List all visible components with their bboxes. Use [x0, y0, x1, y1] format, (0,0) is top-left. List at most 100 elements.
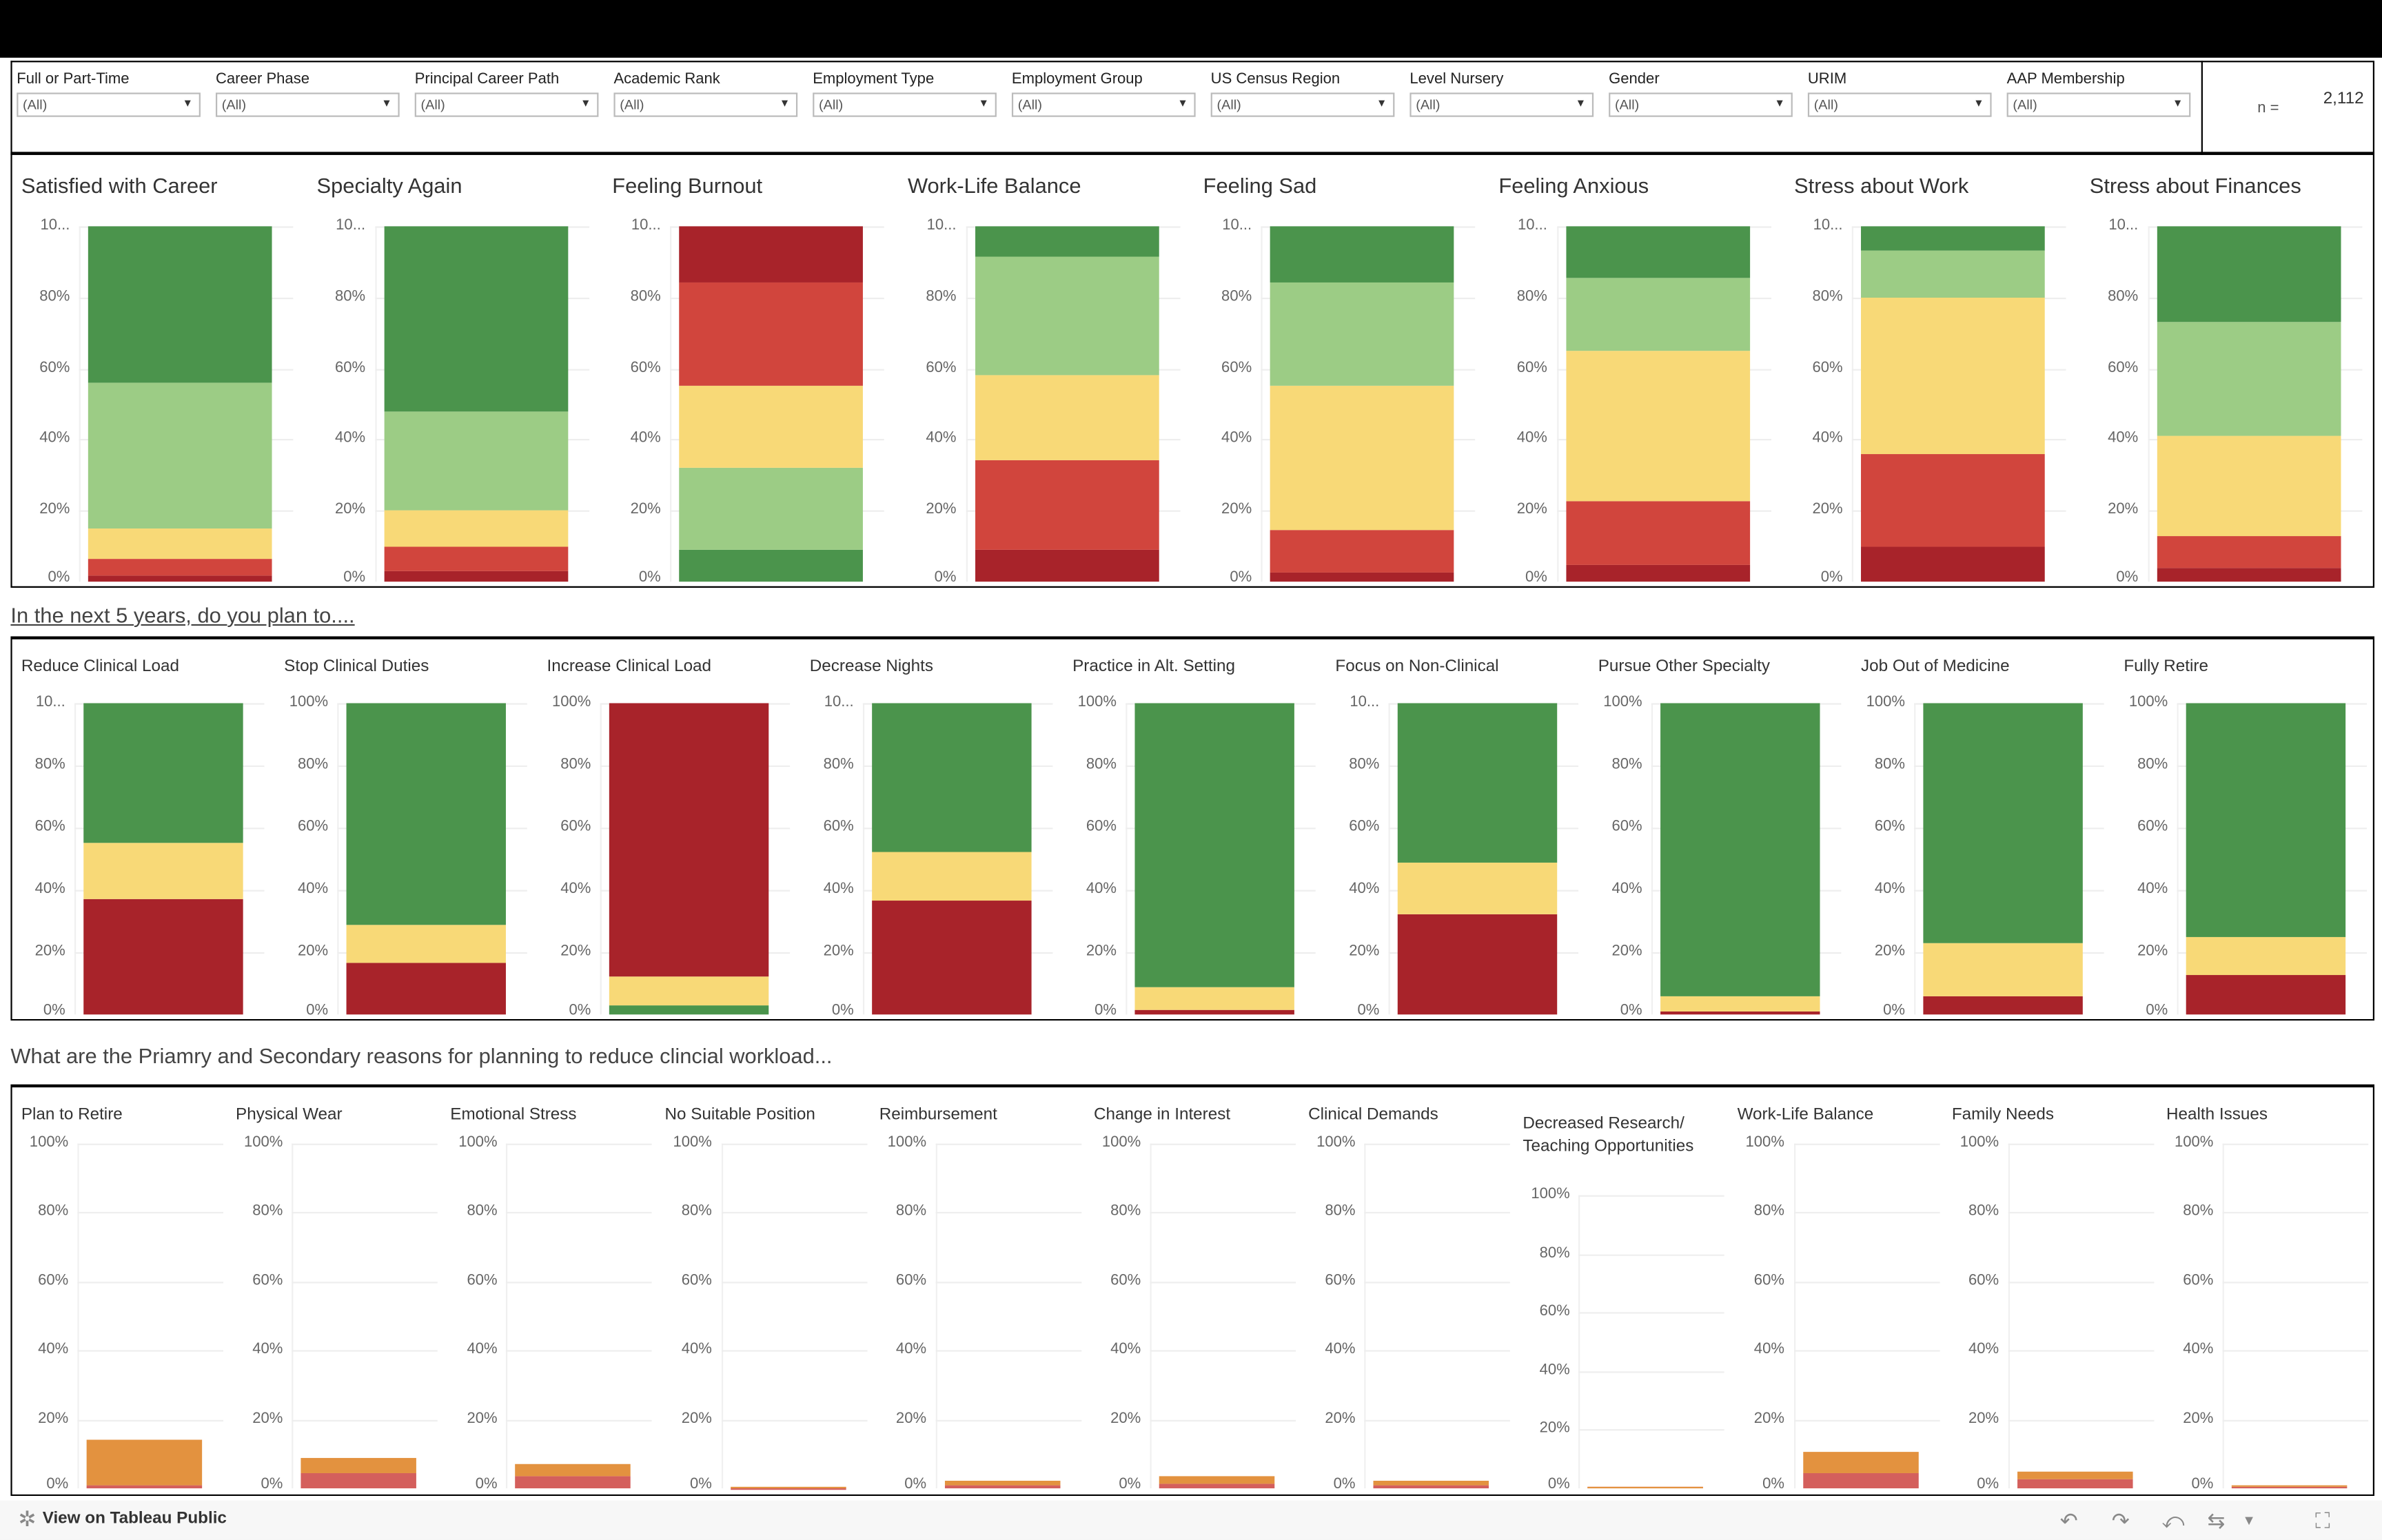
- bar-segment-green: [1270, 226, 1454, 283]
- gridline: [1793, 1144, 1940, 1145]
- filter-label: Gender: [1609, 72, 1793, 88]
- bar-segment-dark-red: [1134, 1010, 1294, 1015]
- gridline: [292, 1144, 438, 1145]
- bar-segment-red: [1861, 453, 2045, 546]
- bar-segment-yellow: [1660, 996, 1820, 1012]
- y-tick-label: 10...: [1502, 217, 1547, 234]
- y-axis-line: [2008, 1144, 2009, 1488]
- y-tick-label: 20%: [545, 943, 591, 960]
- gridline: [1579, 1254, 1725, 1255]
- y-axis-line: [1914, 703, 1915, 1014]
- y-tick-label: 0%: [1095, 1476, 1141, 1492]
- chart-title: Work-Life Balance: [908, 173, 1081, 197]
- y-tick-label: 10...: [615, 217, 661, 234]
- view-on-tableau-public-link[interactable]: View on Tableau Public: [43, 1510, 227, 1528]
- y-tick-label: 40%: [283, 881, 328, 897]
- chart-title: Decrease Nights: [810, 657, 933, 675]
- filter-dropdown[interactable]: (All)▼: [613, 92, 797, 116]
- filter-dropdown[interactable]: (All)▼: [813, 92, 997, 116]
- bar-segment-yellow: [1134, 987, 1294, 1010]
- y-axis-line: [1365, 1144, 1366, 1488]
- filter-value: (All): [620, 97, 644, 112]
- y-tick-label: 40%: [1739, 1342, 1784, 1358]
- y-tick-label: 80%: [1071, 757, 1117, 773]
- redo-icon[interactable]: ↷: [2112, 1508, 2130, 1534]
- gridline: [721, 1351, 867, 1352]
- y-tick-label: 80%: [24, 288, 70, 305]
- y-axis-line: [292, 1144, 294, 1488]
- chart-title: Satisfied with Career: [21, 173, 218, 197]
- bar-segment-dark-red: [2157, 568, 2341, 582]
- y-tick-label: 60%: [1206, 359, 1252, 376]
- chart-title: Reimbursement: [879, 1106, 997, 1124]
- filter-dropdown[interactable]: (All)▼: [1211, 92, 1395, 116]
- y-tick-label: 60%: [2093, 359, 2138, 376]
- y-tick-label: 80%: [1860, 757, 1905, 773]
- filter-dropdown[interactable]: (All)▼: [1012, 92, 1196, 116]
- revert-icon[interactable]: ⤺: [2161, 1508, 2184, 1534]
- chart-title: Plan to Retire: [21, 1106, 123, 1124]
- y-tick-label: 100%: [1739, 1134, 1784, 1151]
- bar-segment-dark-red: [347, 963, 506, 1015]
- y-tick-label: 20%: [2122, 943, 2168, 960]
- bar-segment-light-green: [88, 382, 272, 528]
- filter-dropdown[interactable]: (All)▼: [1808, 92, 1992, 116]
- filter-dropdown[interactable]: (All)▼: [1409, 92, 1594, 116]
- filter-dropdown[interactable]: (All)▼: [2007, 92, 2191, 116]
- filter-career-phase: Career Phase(All)▼: [216, 72, 400, 117]
- bar-segment-green: [872, 703, 1031, 852]
- bar-segment-orange: [2232, 1485, 2348, 1487]
- bar-segment-orange: [1374, 1481, 1489, 1485]
- y-tick-label: 40%: [2122, 881, 2168, 897]
- y-tick-label: 40%: [1206, 431, 1252, 447]
- y-tick-label: 0%: [451, 1476, 497, 1492]
- y-tick-label: 40%: [1310, 1342, 1355, 1358]
- y-tick-label: 80%: [451, 1204, 497, 1220]
- dropdown-icon[interactable]: ▼: [2242, 1512, 2256, 1528]
- gridline: [721, 1282, 867, 1283]
- filter-urim: URIM(All)▼: [1808, 72, 1992, 117]
- y-tick-label: 40%: [1860, 881, 1905, 897]
- y-tick-label: 80%: [320, 288, 365, 305]
- filter-value: (All): [1814, 97, 1838, 112]
- bar-segment-dark-red: [872, 901, 1031, 1014]
- undo-icon[interactable]: ↶: [2060, 1508, 2078, 1534]
- refresh-icon[interactable]: ⇆: [2208, 1508, 2226, 1534]
- bar-segment-dark-red: [384, 571, 568, 582]
- y-tick-label: 0%: [1797, 570, 1842, 586]
- y-tick-label: 40%: [808, 881, 854, 897]
- filter-dropdown[interactable]: (All)▼: [17, 92, 201, 116]
- y-axis-line: [721, 1144, 722, 1488]
- y-tick-label: 0%: [808, 1003, 854, 1019]
- gridline: [1579, 1371, 1725, 1373]
- filter-dropdown[interactable]: (All)▼: [415, 92, 599, 116]
- bar-segment-orange: [1802, 1452, 1918, 1472]
- bar-segment-rose: [1159, 1483, 1275, 1488]
- chart-title: Family Needs: [1952, 1106, 2054, 1124]
- chart-title: Emotional Stress: [450, 1106, 576, 1124]
- chart-title: Reduce Clinical Load: [21, 657, 179, 675]
- y-tick-label: 10...: [20, 694, 65, 710]
- y-tick-label: 80%: [1797, 288, 1842, 305]
- fullscreen-icon[interactable]: ⛶: [2315, 1508, 2330, 1534]
- y-tick-label: 20%: [24, 502, 70, 518]
- chevron-down-icon: ▼: [2172, 94, 2183, 116]
- y-tick-label: 10...: [2093, 217, 2138, 234]
- y-tick-label: 100%: [1860, 694, 1905, 710]
- bar-segment-dark-red: [1565, 566, 1749, 582]
- y-tick-label: 20%: [808, 943, 854, 960]
- bar-segment-green: [1861, 226, 2045, 251]
- bar-segment-dark-red: [609, 703, 768, 977]
- gridline: [1579, 1313, 1725, 1314]
- filter-dropdown[interactable]: (All)▼: [216, 92, 400, 116]
- y-tick-label: 80%: [1334, 757, 1379, 773]
- filter-dropdown[interactable]: (All)▼: [1609, 92, 1793, 116]
- y-tick-label: 40%: [1071, 881, 1117, 897]
- y-axis-line: [1389, 703, 1390, 1014]
- filter-label: Academic Rank: [613, 72, 797, 88]
